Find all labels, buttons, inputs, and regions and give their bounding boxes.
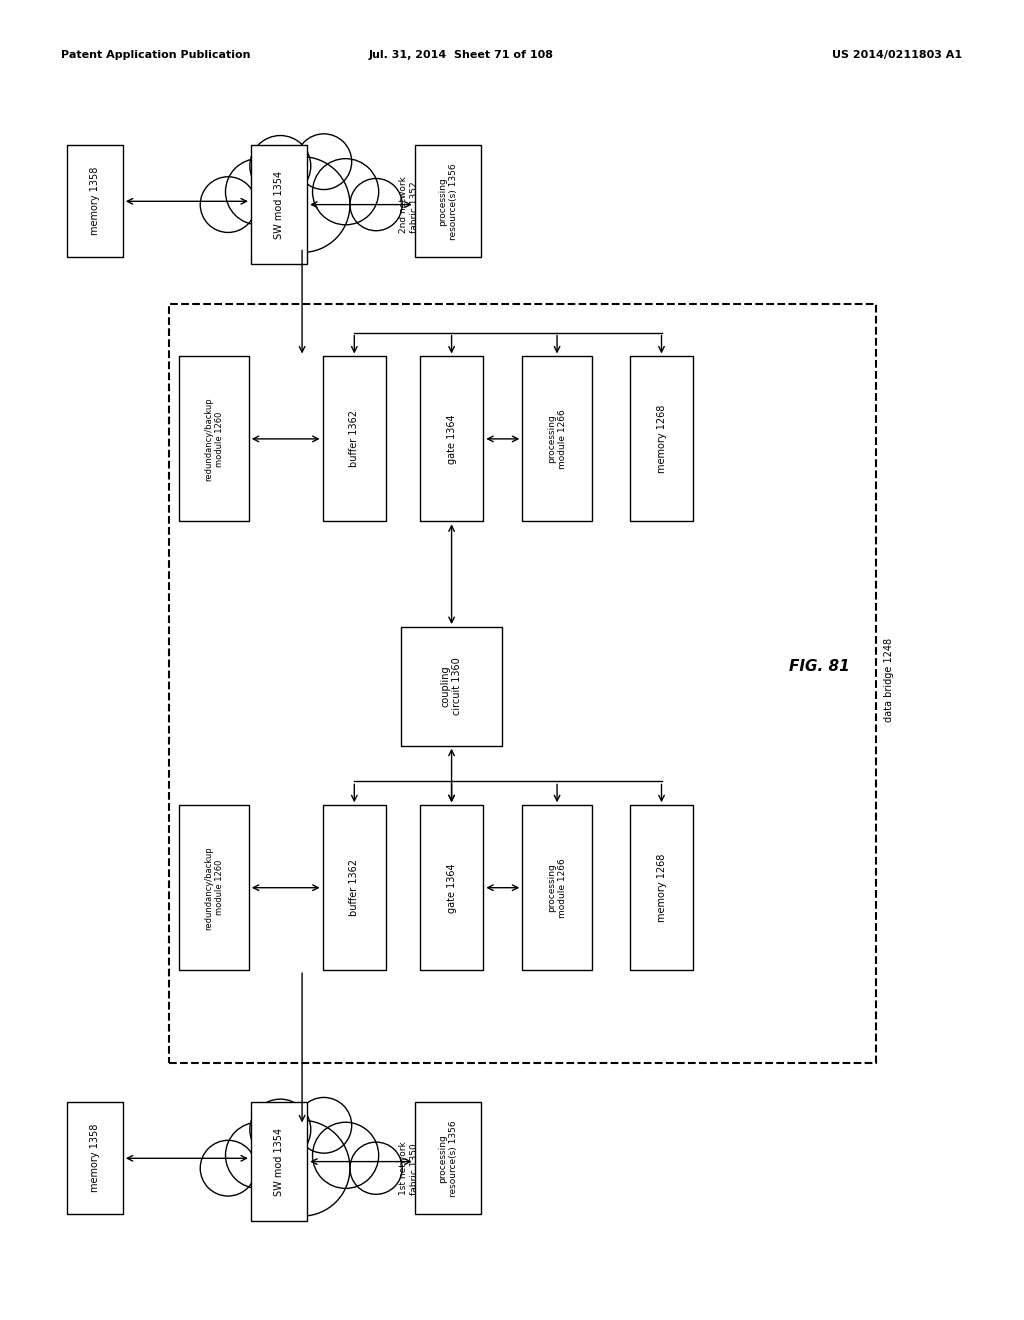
Circle shape — [296, 1097, 351, 1154]
Bar — [251, 1102, 307, 1221]
Bar — [179, 805, 249, 970]
Text: memory 1268: memory 1268 — [656, 405, 667, 473]
Text: SW mod 1354: SW mod 1354 — [274, 1127, 284, 1196]
Text: buffer 1362: buffer 1362 — [349, 411, 359, 467]
Text: redundancy/backup
module 1260: redundancy/backup module 1260 — [205, 397, 223, 480]
Text: redundancy/backup
module 1260: redundancy/backup module 1260 — [205, 846, 223, 929]
Text: memory 1358: memory 1358 — [90, 168, 99, 235]
Circle shape — [250, 1100, 311, 1160]
Bar — [420, 356, 483, 521]
Bar — [323, 356, 386, 521]
Text: gate 1364: gate 1364 — [446, 863, 457, 912]
Circle shape — [312, 158, 379, 224]
Bar — [323, 805, 386, 970]
Text: processing
resource(s) 1356: processing resource(s) 1356 — [438, 1119, 458, 1197]
Circle shape — [254, 157, 350, 252]
Text: processing
module 1266: processing module 1266 — [548, 858, 566, 917]
Text: memory 1268: memory 1268 — [656, 854, 667, 921]
Bar — [415, 1102, 481, 1214]
Text: processing
resource(s) 1356: processing resource(s) 1356 — [438, 162, 458, 240]
Circle shape — [225, 1122, 292, 1188]
Circle shape — [250, 136, 311, 197]
Bar — [522, 356, 592, 521]
Circle shape — [312, 1122, 379, 1188]
Bar — [179, 356, 249, 521]
Bar — [169, 304, 876, 1063]
Circle shape — [350, 1142, 402, 1195]
Bar — [630, 356, 693, 521]
Circle shape — [201, 1140, 256, 1196]
Text: gate 1364: gate 1364 — [446, 414, 457, 463]
Bar — [522, 805, 592, 970]
Bar — [251, 145, 307, 264]
Circle shape — [201, 177, 256, 232]
Text: SW mod 1354: SW mod 1354 — [274, 170, 284, 239]
Text: 1st network
fabric 1350: 1st network fabric 1350 — [399, 1142, 419, 1195]
Text: FIG. 81: FIG. 81 — [788, 659, 850, 675]
Bar — [401, 627, 502, 746]
Text: US 2014/0211803 A1: US 2014/0211803 A1 — [833, 50, 963, 61]
Text: 2nd network
fabric 1352: 2nd network fabric 1352 — [399, 176, 419, 234]
Text: data bridge 1248: data bridge 1248 — [884, 638, 894, 722]
Text: Patent Application Publication: Patent Application Publication — [61, 50, 251, 61]
Text: processing
module 1266: processing module 1266 — [548, 409, 566, 469]
Text: coupling
circuit 1360: coupling circuit 1360 — [440, 657, 463, 715]
Text: Jul. 31, 2014  Sheet 71 of 108: Jul. 31, 2014 Sheet 71 of 108 — [369, 50, 553, 61]
Circle shape — [254, 1121, 350, 1216]
Bar — [415, 145, 481, 257]
Text: buffer 1362: buffer 1362 — [349, 859, 359, 916]
Bar — [630, 805, 693, 970]
Text: memory 1358: memory 1358 — [90, 1125, 99, 1192]
Bar — [420, 805, 483, 970]
Circle shape — [225, 158, 292, 224]
Circle shape — [296, 133, 351, 190]
Bar — [67, 145, 123, 257]
Bar — [67, 1102, 123, 1214]
Circle shape — [350, 178, 402, 231]
